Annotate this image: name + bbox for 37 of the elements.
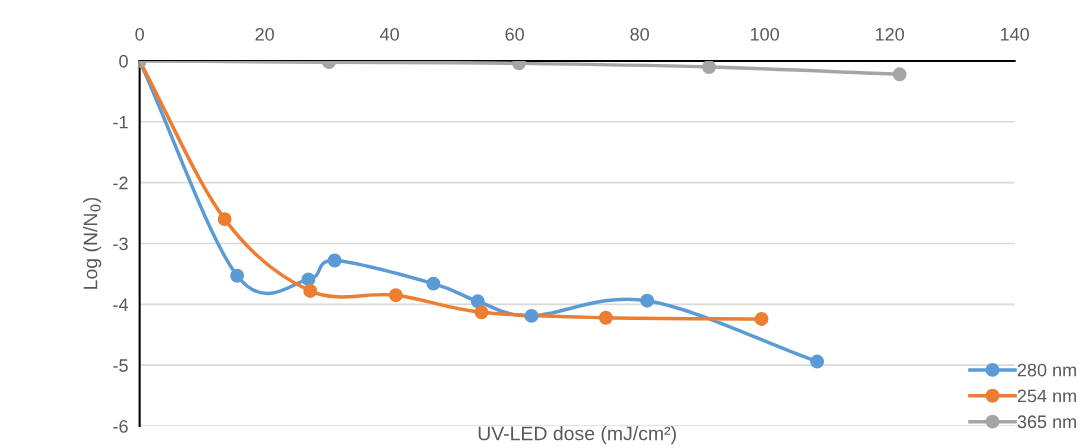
point [426, 276, 441, 291]
point [230, 268, 245, 283]
point [512, 60, 526, 71]
legend-label: 254 nm [1017, 389, 1076, 403]
y-tick-label: -6 [113, 419, 128, 433]
point [470, 294, 485, 309]
x-tick-label: 0 [135, 27, 144, 41]
x-tick-label: 80 [630, 27, 649, 41]
y-tick-label: -2 [113, 176, 128, 190]
x-tick-label: 120 [875, 27, 904, 41]
point [388, 288, 403, 303]
x-tick-label: 140 [1000, 27, 1029, 41]
point [598, 310, 613, 325]
y-tick-label: -5 [113, 359, 128, 372]
x-tick-label: 100 [750, 27, 779, 41]
x-tick-label: 20 [255, 27, 274, 41]
point [754, 312, 769, 326]
y-tick-label: -4 [113, 298, 129, 311]
x-tick-label: 40 [380, 27, 399, 41]
point [640, 293, 655, 308]
point [524, 308, 539, 323]
point [301, 272, 316, 287]
legend-label: 365 nm [1017, 415, 1076, 429]
point [217, 212, 232, 227]
point [810, 354, 825, 369]
point [327, 253, 342, 268]
x-tick-label: 60 [505, 27, 524, 41]
x-axis-title: UV-LED dose (mJ/cm²) [478, 426, 676, 445]
point [892, 67, 907, 82]
legend-label: 280 nm [1017, 363, 1076, 377]
y-axis-title: Log (N/N$_{0}$) [83, 197, 102, 289]
point [474, 305, 489, 320]
point [702, 60, 716, 74]
y-tick-label: -3 [113, 237, 128, 251]
point [303, 284, 318, 298]
y-tick-label: 0 [119, 54, 128, 68]
y-tick-label: -1 [113, 115, 128, 129]
